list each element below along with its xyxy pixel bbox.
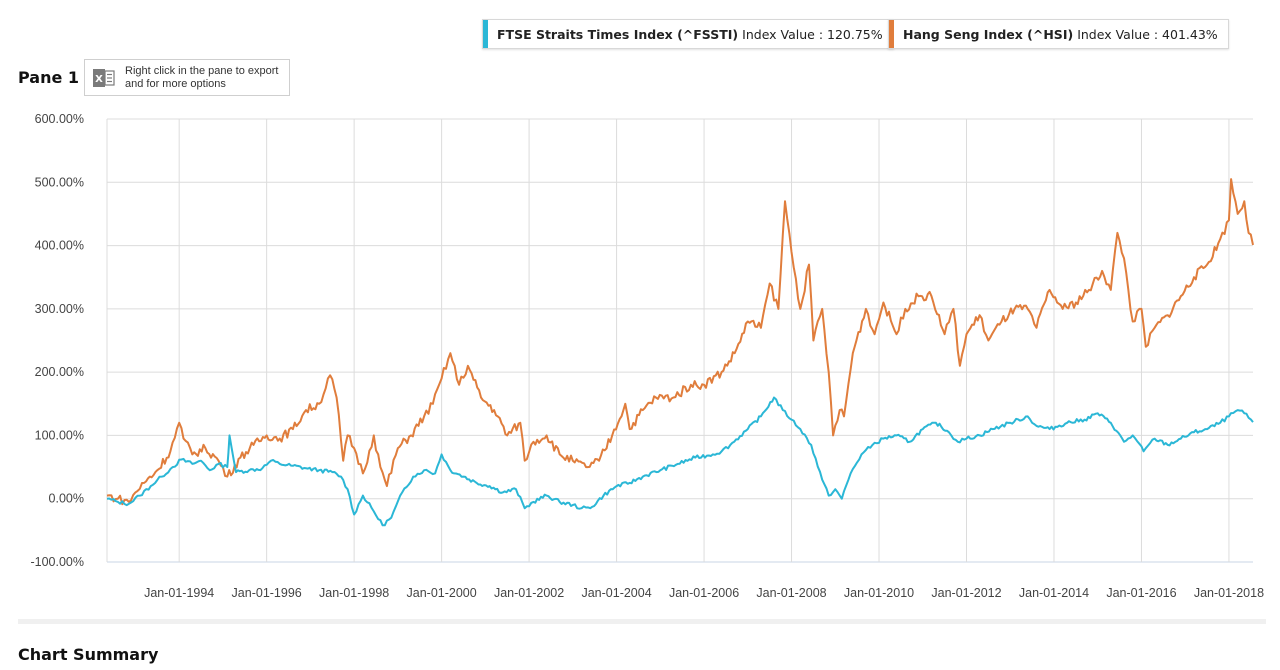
x-tick-label: Jan-01-1998: [319, 586, 389, 600]
x-tick-label: Jan-01-1994: [144, 586, 214, 600]
grid-lines: [106, 118, 1253, 563]
x-tick-label: Jan-01-2000: [407, 586, 477, 600]
x-tick-label: Jan-01-2014: [1019, 586, 1089, 600]
legend-series-name: Hang Seng Index (^HSI): [903, 26, 1074, 42]
y-tick-label: 100.00%: [35, 428, 84, 442]
x-tick-label: Jan-01-2006: [669, 586, 739, 600]
legend-item-fssti[interactable]: FTSE Straits Times Index (^FSSTI) Index …: [482, 19, 894, 49]
x-tick-label: Jan-01-2016: [1106, 586, 1176, 600]
y-tick-label: 200.00%: [35, 365, 84, 379]
y-tick-label: 600.00%: [35, 112, 84, 126]
legend-swatch-hsi: [889, 20, 894, 48]
x-tick-label: Jan-01-2002: [494, 586, 564, 600]
x-tick-label: Jan-01-2018: [1194, 586, 1264, 600]
x-tick-label: Jan-01-2012: [931, 586, 1001, 600]
svg-text:X: X: [95, 74, 103, 85]
excel-icon: X: [93, 68, 115, 88]
legend-series-name: FTSE Straits Times Index (^FSSTI): [497, 26, 739, 42]
x-tick-label: Jan-01-1996: [232, 586, 302, 600]
section-divider: [18, 619, 1266, 624]
export-hint-box[interactable]: X Right click in the pane to export and …: [84, 59, 290, 96]
x-axis-tick-labels: Jan-01-1994 Jan-01-1996 Jan-01-1998 Jan-01-…: [144, 586, 1264, 600]
legend-series-value: Index Value : 401.43%: [1077, 26, 1218, 42]
series-line-fssti[interactable]: [106, 396, 1254, 527]
line-chart[interactable]: 600.00% 500.00% 400.00% 300.00% 200.00% 100.0…: [0, 0, 1280, 610]
y-tick-label: 300.00%: [35, 302, 84, 316]
y-tick-label: 400.00%: [35, 239, 84, 253]
legend-series-value: Index Value : 120.75%: [742, 26, 883, 42]
x-tick-label: Jan-01-2010: [844, 586, 914, 600]
y-tick-label: 500.00%: [35, 175, 84, 189]
y-tick-label: -100.00%: [30, 555, 84, 569]
pane-title: Pane 1: [18, 68, 80, 87]
series-line-hsi[interactable]: [106, 178, 1254, 506]
y-axis-tick-labels: 600.00% 500.00% 400.00% 300.00% 200.00% 100.0…: [30, 112, 84, 569]
chart-summary-title: Chart Summary: [18, 645, 159, 664]
legend-item-hsi[interactable]: Hang Seng Index (^HSI) Index Value : 401…: [888, 19, 1229, 49]
legend-swatch-fssti: [483, 20, 488, 48]
x-tick-label: Jan-01-2008: [756, 586, 826, 600]
x-tick-label: Jan-01-2004: [581, 586, 651, 600]
y-tick-label: 0.00%: [49, 492, 84, 506]
series-lines: [106, 178, 1254, 527]
export-hint-text: Right click in the pane to export and fo…: [125, 64, 279, 90]
